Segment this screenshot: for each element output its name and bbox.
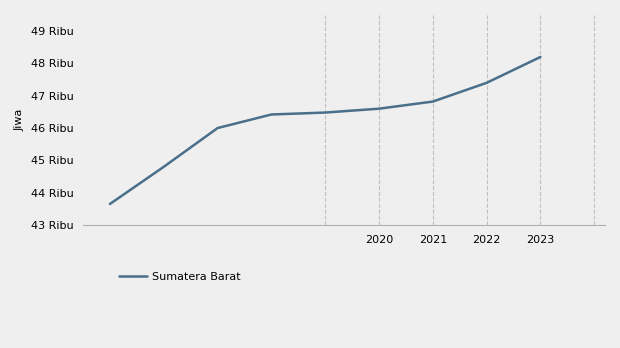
Line: Sumatera Barat: Sumatera Barat xyxy=(110,57,541,204)
Sumatera Barat xyxy=(537,55,544,59)
Sumatera Barat xyxy=(375,106,383,111)
Sumatera Barat xyxy=(160,165,167,169)
Sumatera Barat xyxy=(214,126,221,130)
Sumatera Barat xyxy=(483,81,490,85)
Sumatera Barat xyxy=(429,100,436,104)
Y-axis label: Jiwa: Jiwa xyxy=(15,109,25,131)
Sumatera Barat xyxy=(268,112,275,117)
Sumatera Barat xyxy=(106,202,113,206)
Sumatera Barat xyxy=(321,110,329,114)
Legend: Sumatera Barat: Sumatera Barat xyxy=(115,268,246,287)
